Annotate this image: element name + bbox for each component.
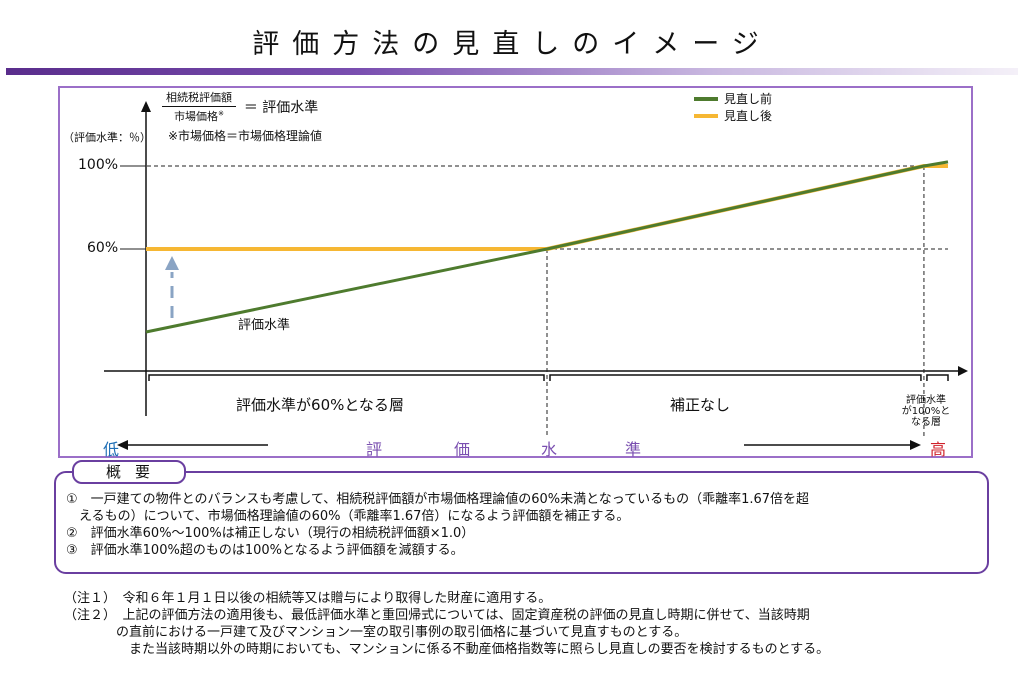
footnote-2: （注２） 上記の評価方法の適用後も、最低評価水準と重回帰式については、固定資産税… [64, 608, 810, 623]
summary-item-3: ③ 評価水準100%超のものは100%となるよう評価額を減額する。 [66, 543, 464, 558]
formula-result: ＝ 評価水準 [243, 99, 319, 116]
series-line-after [146, 164, 948, 251]
legend-swatch-after [694, 113, 718, 118]
bracket-segment-no-correction [549, 374, 922, 381]
footnote-2-cont2: また当該時期以外の時期においても、マンションに係る不動産価格指数等に照らし見直し… [64, 642, 830, 657]
scale-high-label: 高 [930, 440, 947, 459]
formula-fraction: 相続税評価額 市場価格※ [162, 89, 236, 124]
formula-denominator: 市場価格※ [174, 109, 224, 123]
scale-char-4: 準 [625, 440, 642, 459]
formula: 相続税評価額 市場価格※ ＝ 評価水準 [162, 89, 318, 124]
legend-swatch-before [694, 96, 718, 101]
summary-text: ① 一戸建ての物件とのバランスも考慮して、相続税評価額が市場価格理論値の60%未… [66, 491, 976, 559]
summary-item-1: ① 一戸建ての物件とのバランスも考慮して、相続税評価額が市場価格理論値の60%未… [66, 492, 810, 507]
segment-label-no-correction: 補正なし [669, 396, 730, 414]
legend: 見直し前 見直し後 [694, 90, 772, 124]
series-line-label: 評価水準 [238, 318, 291, 333]
y-tick-100: 100% [78, 157, 119, 173]
legend-item-before: 見直し前 [694, 90, 772, 107]
x-axis-arrowhead [958, 366, 968, 376]
footnotes: （注１） 令和６年１月１日以後の相続等又は贈与により取得した財産に適用する。 （… [64, 590, 829, 658]
footnote-2-cont: の直前における一戸建て及びマンション一室の取引事例の取引価格に基づいて見直すもの… [64, 625, 688, 640]
scale-low-label: 低 [103, 440, 120, 459]
scale-char-2: 価 [454, 440, 471, 459]
summary-item-2: ② 評価水準60%～100%は補正しない（現行の相続税評価額×1.0） [66, 526, 475, 541]
y-axis-unit-label: （評価水準：％） [63, 131, 151, 144]
legend-label-before: 見直し前 [724, 92, 773, 106]
summary-tab: 概要 [72, 460, 186, 484]
scale-char-1: 評 [366, 440, 383, 459]
bracket-segment-100 [926, 374, 949, 381]
formula-numerator: 相続税評価額 [162, 89, 236, 107]
footnote-1: （注１） 令和６年１月１日以後の相続等又は贈与により取得した財産に適用する。 [64, 591, 552, 606]
segment-label-60: 評価水準が60%となる層 [236, 396, 404, 414]
bracket-segment-60 [148, 374, 545, 381]
title-underline-bar [6, 68, 1018, 75]
scale-arrow-left-head [117, 440, 128, 450]
summary-box [54, 471, 989, 574]
chart-frame [58, 86, 973, 458]
y-axis-arrowhead [141, 101, 151, 112]
legend-label-after: 見直し後 [724, 109, 773, 123]
page-title: 評価方法の見直しのイメージ [252, 29, 772, 60]
y-tick-60: 60% [87, 240, 119, 256]
series-line-before [145, 160, 949, 334]
scale-arrow-right-head [910, 440, 921, 450]
segment-label-100: 評価水準 が100%と なる層 [901, 395, 951, 428]
market-price-note: ※市場価格＝市場価格理論値 [168, 129, 323, 143]
summary-item-1-cont: えるもの）について、市場価格理論値の60%（乖離率1.67倍）になるよう評価額を… [66, 509, 630, 524]
legend-item-after: 見直し後 [694, 107, 772, 124]
adjustment-arrow-head [165, 256, 179, 270]
scale-char-3: 水 [541, 440, 558, 459]
